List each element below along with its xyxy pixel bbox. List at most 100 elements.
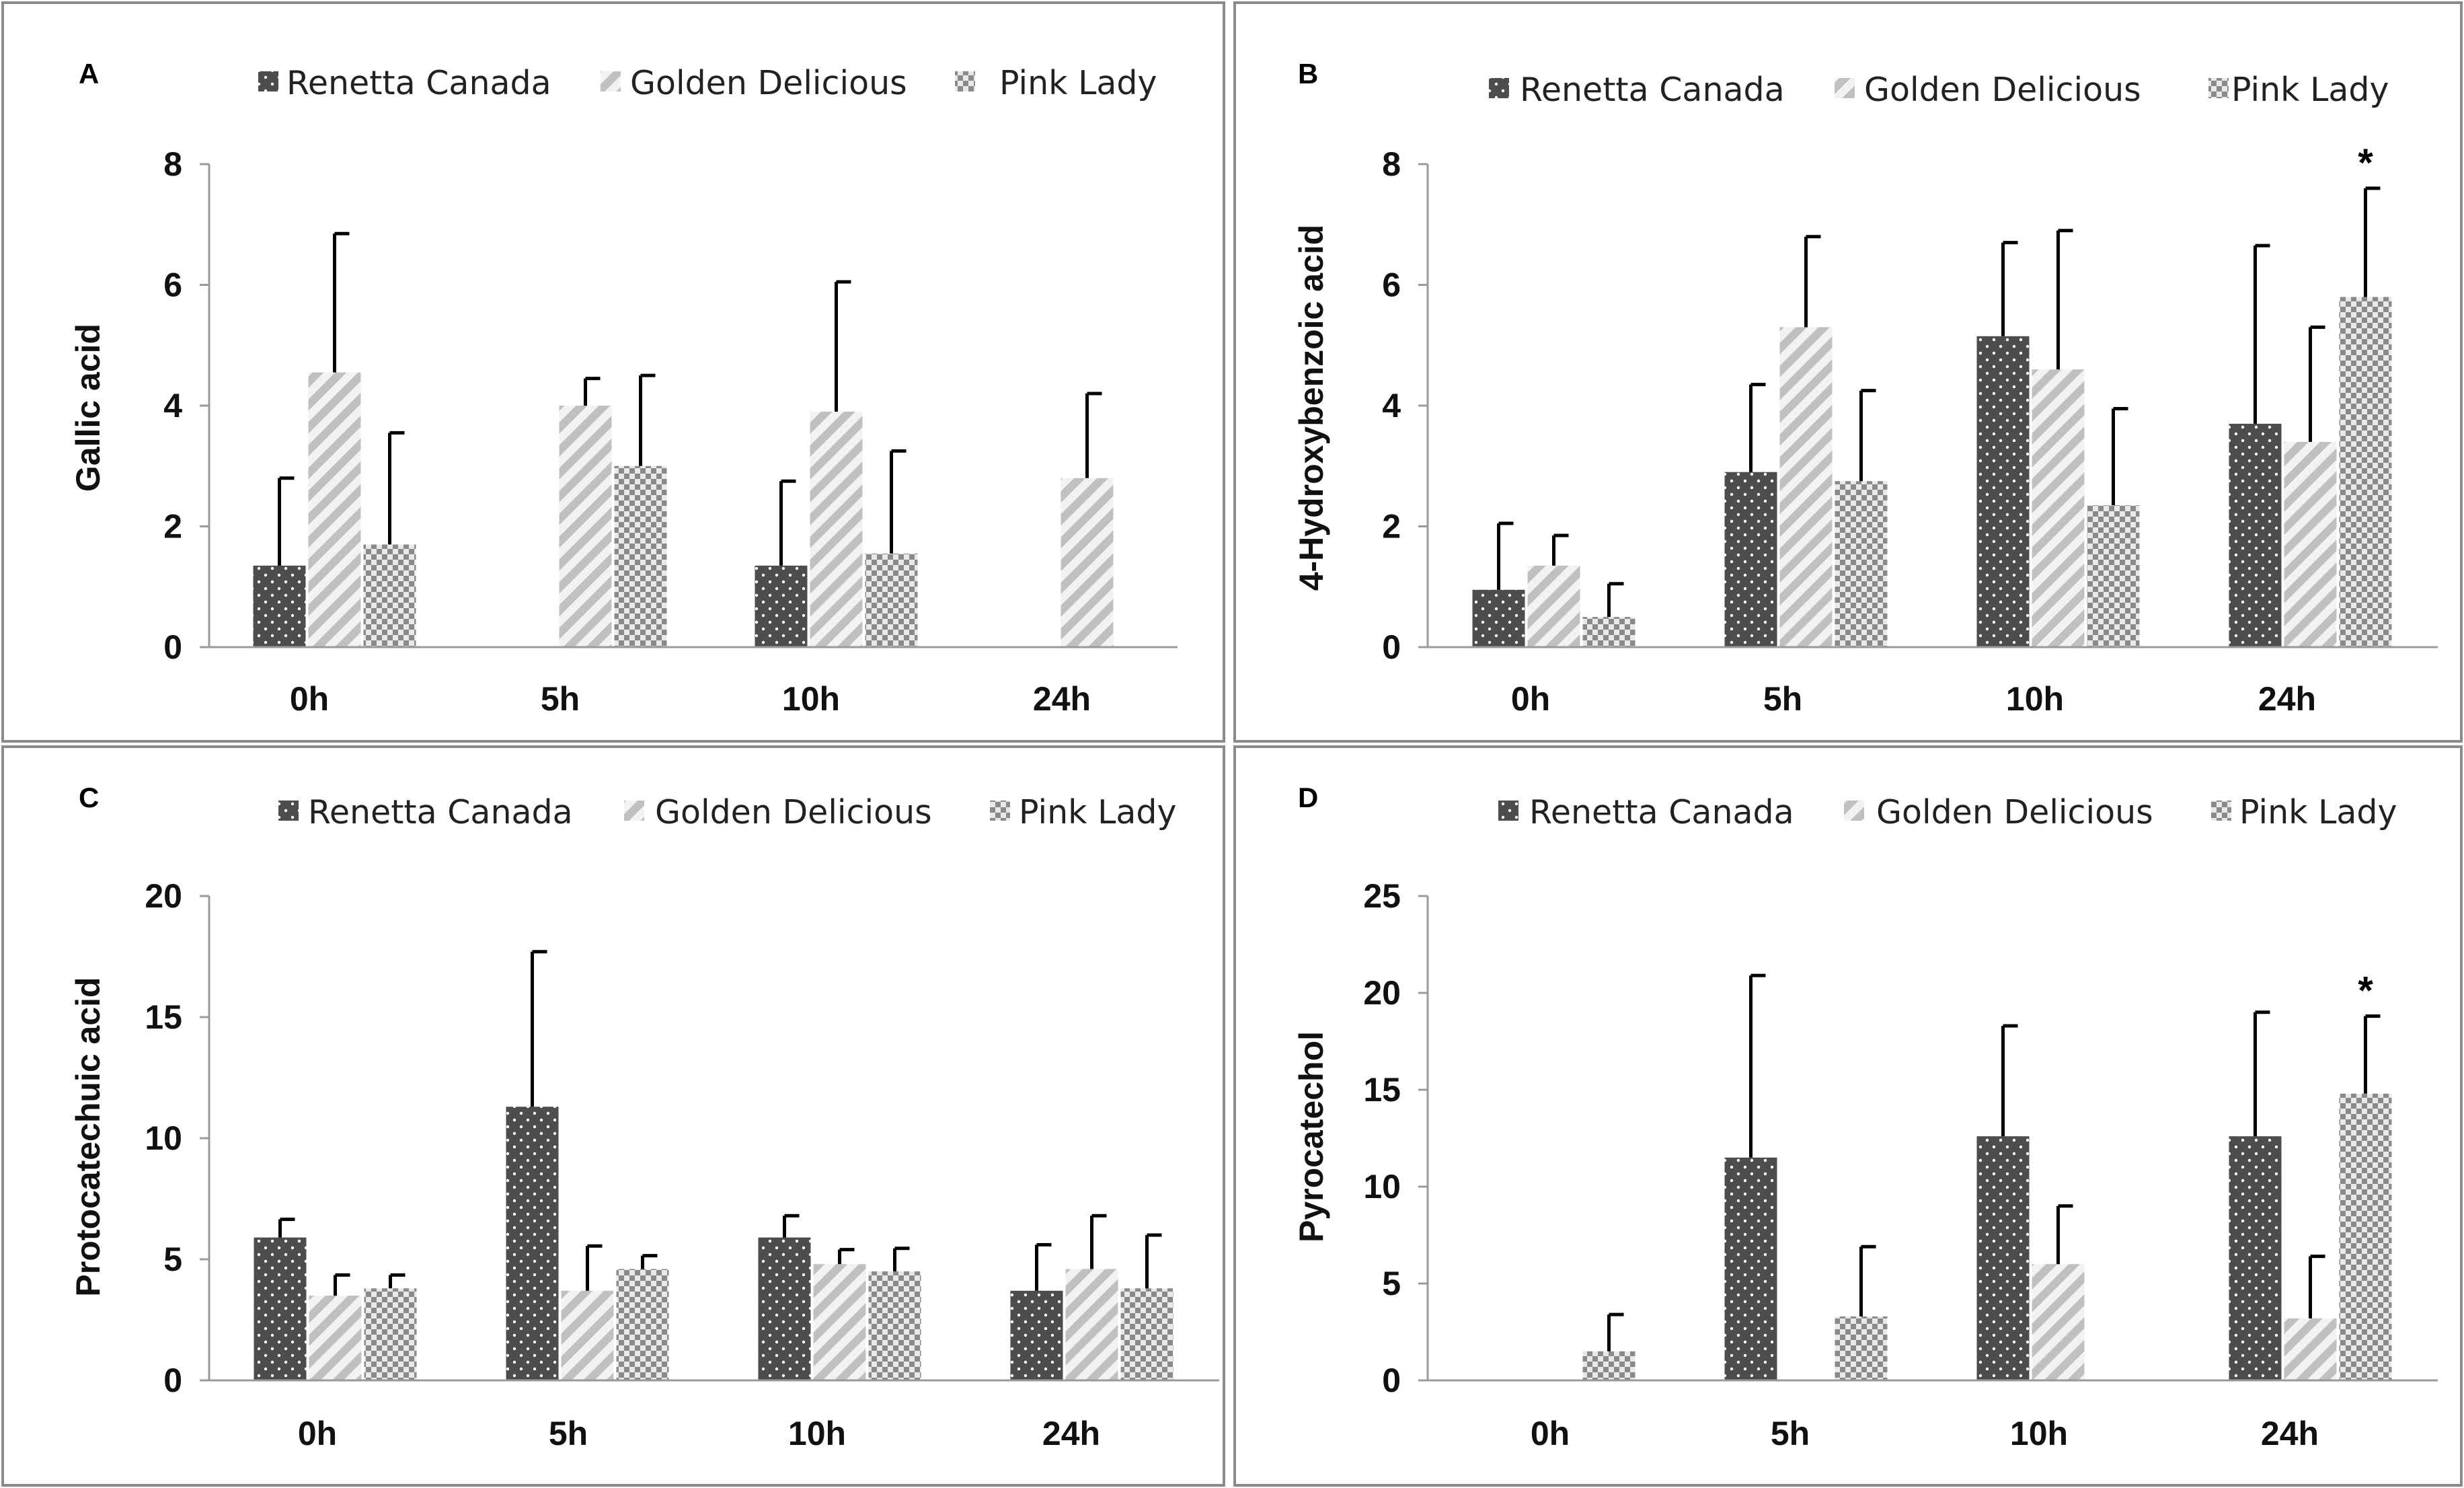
y-tick-label: 0	[1382, 628, 1401, 666]
bar-renetta-canada-10h	[755, 565, 808, 647]
category-label-24h: 24h	[1033, 680, 1091, 718]
y-tick-label: 20	[1363, 974, 1401, 1012]
bar-pink-lady-5h	[614, 466, 667, 647]
bar-renetta-canada-5h	[1724, 1157, 1777, 1380]
bar-renetta-canada-5h	[1724, 472, 1777, 647]
legend-swatch-renetta-canada	[258, 71, 278, 91]
legend-swatch-golden-delicious	[624, 801, 644, 821]
panel-a-y-axis-title: Gallic acid	[69, 324, 107, 492]
panel-d-legend: Renetta Canada Golden Delicious Pink Lad…	[1498, 793, 2397, 831]
panel-b-y-axis-title: 4-Hydroxybenzoic acid	[1293, 225, 1330, 591]
bar-renetta-canada-5h	[506, 1107, 559, 1380]
bar-pink-lady-24h	[2339, 1093, 2392, 1380]
legend-swatch-renetta-canada	[1489, 78, 1509, 98]
bar-pink-lady-10h	[865, 553, 918, 647]
legend-label-renetta-canada: Renetta Canada	[1520, 71, 1785, 109]
panel-a-legend: Renetta Canada Golden Delicious Pink Lad…	[258, 64, 1157, 102]
y-tick-label: 0	[1382, 1362, 1401, 1399]
category-label-10h: 10h	[782, 680, 840, 718]
bar-golden-delicious-10h	[813, 1264, 866, 1380]
bar-golden-delicious-10h	[810, 411, 863, 647]
category-label-24h: 24h	[1042, 1415, 1100, 1452]
legend-label-golden-delicious: Golden Delicious	[655, 793, 932, 831]
category-label-5h: 5h	[1763, 680, 1802, 718]
bar-golden-delicious-10h	[2032, 1264, 2085, 1380]
bar-pink-lady-5h	[1835, 1316, 1888, 1380]
bar-pink-lady-10h	[868, 1271, 921, 1380]
legend-swatch-golden-delicious	[601, 71, 621, 91]
y-tick-label: 0	[163, 628, 182, 666]
bar-renetta-canada-0h	[1472, 589, 1525, 647]
panel-c-letter: C	[79, 782, 99, 813]
bar-renetta-canada-24h	[2229, 423, 2282, 647]
legend-swatch-golden-delicious	[1844, 801, 1864, 821]
bar-golden-delicious-24h	[1065, 1269, 1118, 1380]
y-tick-label: 20	[145, 877, 182, 915]
legend-swatch-renetta-canada	[278, 801, 299, 821]
category-label-10h: 10h	[2006, 680, 2064, 718]
category-label-5h: 5h	[541, 680, 580, 718]
y-tick-label: 15	[145, 998, 182, 1036]
bar-renetta-canada-0h	[254, 1237, 307, 1380]
y-tick-label: 6	[1382, 266, 1401, 304]
category-label-0h: 0h	[1511, 680, 1550, 718]
bar-golden-delicious-24h	[2284, 1318, 2337, 1380]
panel-b-legend: Renetta Canada Golden Delicious Pink Lad…	[1489, 71, 2389, 109]
bar-pink-lady-24h	[2339, 297, 2392, 647]
panel-a: A Gallic acid Renetta Canada Golden Deli…	[1, 1, 1225, 743]
panel-c-category-labels: 0h 5h 10h 24h	[298, 1415, 1100, 1452]
legend-label-pink-lady: Pink Lady	[2239, 793, 2397, 831]
y-tick-label: 10	[1363, 1168, 1401, 1205]
panel-c: C Protocatechuic acid Renetta Canada Gol…	[1, 745, 1225, 1487]
panel-d-category-labels: 0h 5h 10h 24h	[1531, 1415, 2319, 1452]
bar-renetta-canada-10h	[1976, 1136, 2030, 1380]
bar-renetta-canada-24h	[2229, 1136, 2282, 1380]
legend-label-renetta-canada: Renetta Canada	[308, 793, 573, 831]
bar-golden-delicious-24h	[2284, 441, 2337, 647]
legend-swatch-pink-lady	[2211, 801, 2231, 821]
y-tick-label: 6	[163, 266, 182, 304]
legend-swatch-pink-lady	[2208, 78, 2229, 98]
panel-c-legend: Renetta Canada Golden Delicious Pink Lad…	[278, 793, 1177, 831]
y-tick-label: 4	[1382, 387, 1401, 424]
y-tick-label: 15	[1363, 1071, 1401, 1109]
bar-renetta-canada-10h	[1976, 336, 2030, 647]
panel-d: D Pyrocatechol Renetta Canada Golden Del…	[1233, 745, 2463, 1487]
legend-label-renetta-canada: Renetta Canada	[1529, 793, 1794, 831]
category-label-0h: 0h	[290, 680, 329, 718]
panel-a-plot: 0 2 4 6 8	[163, 145, 1178, 666]
category-label-10h: 10h	[788, 1415, 846, 1452]
category-label-10h: 10h	[2010, 1415, 2068, 1452]
bar-golden-delicious-5h	[1779, 327, 1833, 647]
bar-pink-lady-5h	[616, 1269, 669, 1380]
y-tick-label: 2	[163, 508, 182, 546]
y-tick-label: 4	[163, 387, 182, 424]
y-tick-label: 0	[163, 1362, 182, 1399]
bar-pink-lady-10h	[2087, 505, 2140, 647]
legend-swatch-golden-delicious	[1835, 78, 1855, 98]
y-tick-label: 2	[1382, 508, 1401, 546]
bar-pink-lady-24h	[1120, 1288, 1173, 1380]
y-tick-label: 5	[163, 1240, 182, 1278]
legend-label-pink-lady: Pink Lady	[999, 64, 1157, 102]
y-tick-label: 8	[1382, 145, 1401, 183]
bar-pink-lady-0h	[1582, 617, 1635, 647]
legend-swatch-renetta-canada	[1498, 801, 1518, 821]
legend-label-pink-lady: Pink Lady	[1019, 793, 1177, 831]
legend-label-golden-delicious: Golden Delicious	[630, 64, 907, 102]
bar-pink-lady-0h	[363, 544, 416, 647]
panel-d-letter: D	[1298, 782, 1318, 813]
bar-pink-lady-0h	[364, 1288, 417, 1380]
panel-b: B 4-Hydroxybenzoic acid Renetta Canada G…	[1233, 1, 2463, 743]
y-tick-label: 25	[1363, 877, 1401, 915]
bar-golden-delicious-0h	[309, 1296, 362, 1380]
bar-renetta-canada-24h	[1010, 1290, 1063, 1380]
category-label-24h: 24h	[2258, 680, 2316, 718]
panel-b-letter: B	[1298, 58, 1318, 89]
legend-label-pink-lady: Pink Lady	[2231, 71, 2389, 109]
significance-marker: *	[2358, 969, 2373, 1013]
panel-d-plot: 0 5 10 15 20 25 *	[1363, 877, 2438, 1399]
category-label-0h: 0h	[298, 1415, 337, 1452]
panel-a-border	[1, 1, 1225, 743]
legend-label-golden-delicious: Golden Delicious	[1876, 793, 2153, 831]
